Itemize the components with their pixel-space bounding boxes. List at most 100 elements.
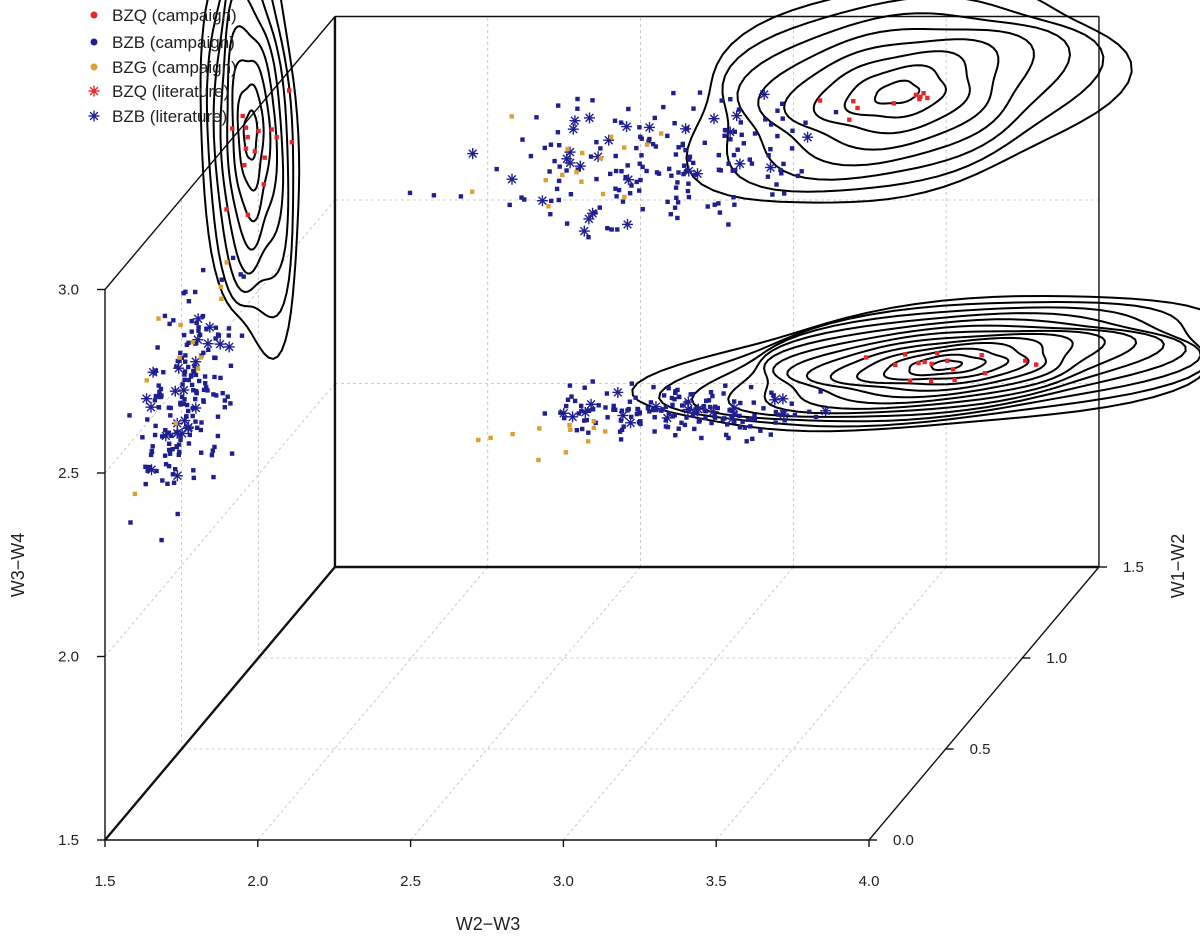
bzb-point-campaign — [716, 152, 721, 158]
bzb-point-campaign — [672, 397, 677, 402]
bzb-point-campaign — [167, 321, 172, 327]
bzq-point-campaign — [891, 101, 896, 106]
bzb-point-campaign — [687, 154, 693, 159]
bzb-point-campaign — [229, 451, 235, 456]
bzb-point-campaign — [703, 415, 708, 421]
bzb-point-campaign — [726, 435, 731, 441]
bzb-point-literature — [223, 341, 235, 353]
bzb-point-campaign — [241, 274, 246, 279]
bzb-point-campaign — [693, 172, 698, 177]
bzb-point-campaign — [206, 347, 211, 352]
bzb-point-campaign — [749, 161, 755, 166]
bzb-point-campaign — [213, 336, 218, 341]
bzb-point-campaign — [702, 140, 707, 145]
bzq-point-campaign — [893, 362, 898, 367]
bzb-point-campaign — [165, 481, 170, 486]
bzb-point-campaign — [174, 430, 179, 435]
x-tick-label: 2.5 — [400, 873, 421, 890]
bzb-point-campaign — [699, 435, 704, 441]
bzb-point-campaign — [552, 158, 557, 164]
bzb-point-campaign — [637, 161, 642, 166]
bzg-point-campaign — [510, 431, 515, 437]
axis-frame — [104, 15, 1100, 841]
bzb-point-campaign — [194, 320, 199, 326]
bzg-point-campaign — [488, 435, 493, 441]
bzb-point-campaign — [184, 402, 190, 408]
legend-label-bzb-literature: BZB (literature) — [112, 107, 227, 126]
bzb-point-campaign — [586, 430, 591, 435]
side-wall-contour — [199, 0, 301, 360]
bzb-point-campaign — [638, 177, 643, 183]
bzb-point-campaign — [211, 474, 216, 480]
bzb-point-campaign — [191, 369, 197, 375]
bzb-point-campaign — [458, 194, 464, 199]
bzb-point-campaign — [431, 193, 437, 198]
back-wall-contour — [736, 12, 1072, 181]
bzb-point-campaign — [200, 313, 206, 319]
bzb-point-campaign — [686, 157, 692, 162]
bzb-point-literature — [680, 123, 692, 135]
bzb-point-campaign — [789, 146, 795, 151]
bzq-point-campaign — [262, 155, 267, 160]
bzg-point-campaign — [565, 146, 570, 152]
bzb-point-campaign — [690, 392, 695, 397]
bzb-point-campaign — [625, 163, 630, 168]
bzb-point-campaign — [681, 171, 686, 177]
bzb-point-campaign — [769, 390, 774, 395]
grid-line — [257, 566, 489, 841]
bzb-point-campaign — [174, 444, 179, 449]
bzb-point-campaign — [625, 408, 630, 413]
bzb-point-campaign — [637, 411, 642, 416]
bzb-point-campaign — [201, 267, 206, 273]
bzb-point-campaign — [686, 194, 692, 200]
bzb-point-campaign — [676, 145, 681, 150]
bzb-point-campaign — [725, 422, 730, 427]
bzb-point-campaign — [780, 410, 786, 415]
bzb-point-campaign — [673, 185, 679, 190]
bzb-point-campaign — [176, 452, 181, 457]
bzb-point-campaign — [720, 417, 725, 422]
bzb-point-campaign — [609, 227, 614, 232]
bzb-point-campaign — [708, 390, 714, 395]
bzb-point-campaign — [766, 153, 771, 158]
bzg-point-campaign — [608, 134, 614, 139]
bzb-point-campaign — [153, 393, 159, 399]
bzq-point-campaign — [851, 99, 856, 104]
side-wall-contour — [242, 109, 259, 161]
bzb-point-campaign — [230, 255, 236, 261]
bzb-point-campaign — [612, 118, 618, 123]
legend-item-bzb-literature: BZB (literature) — [88, 107, 227, 126]
bzb-point-campaign — [143, 481, 148, 487]
bzb-point-campaign — [166, 464, 172, 469]
bzb-point-campaign — [163, 462, 169, 467]
bzb-point-campaign — [776, 412, 781, 417]
bzb-point-literature — [574, 160, 586, 172]
floor-contour — [856, 342, 1030, 386]
bzb-point-campaign — [214, 393, 219, 398]
bzb-point-campaign — [752, 416, 757, 421]
bzb-point-campaign — [750, 436, 755, 441]
bzb-point-literature — [625, 417, 637, 429]
bzb-point-campaign — [572, 398, 578, 404]
legend-label-bzq-literature: BZQ (literature) — [112, 82, 229, 101]
back-wall-contour — [812, 50, 971, 135]
bzb-point-campaign — [201, 399, 206, 404]
z-tick-label: 1.0 — [1046, 650, 1067, 667]
bzb-point-campaign — [158, 386, 164, 392]
bzb-point-campaign — [590, 379, 595, 384]
bzg-point-campaign — [568, 427, 573, 432]
grid-line — [410, 566, 641, 841]
bzb-point-campaign — [676, 394, 681, 399]
bzg-point-campaign — [218, 284, 223, 290]
bzb-point-campaign — [199, 420, 204, 425]
x-tick-label: 2.0 — [247, 873, 268, 890]
legend-marker-bzq-campaign — [90, 11, 98, 19]
bzb-point-campaign — [239, 333, 245, 338]
back-wall-contour — [757, 28, 1035, 167]
bzb-point-campaign — [175, 511, 180, 517]
bzb-point-campaign — [159, 393, 164, 398]
bzb-point-campaign — [218, 375, 223, 381]
bzb-point-campaign — [639, 153, 644, 158]
bzq-point-campaign — [256, 128, 261, 134]
bzg-point-campaign — [509, 114, 514, 119]
